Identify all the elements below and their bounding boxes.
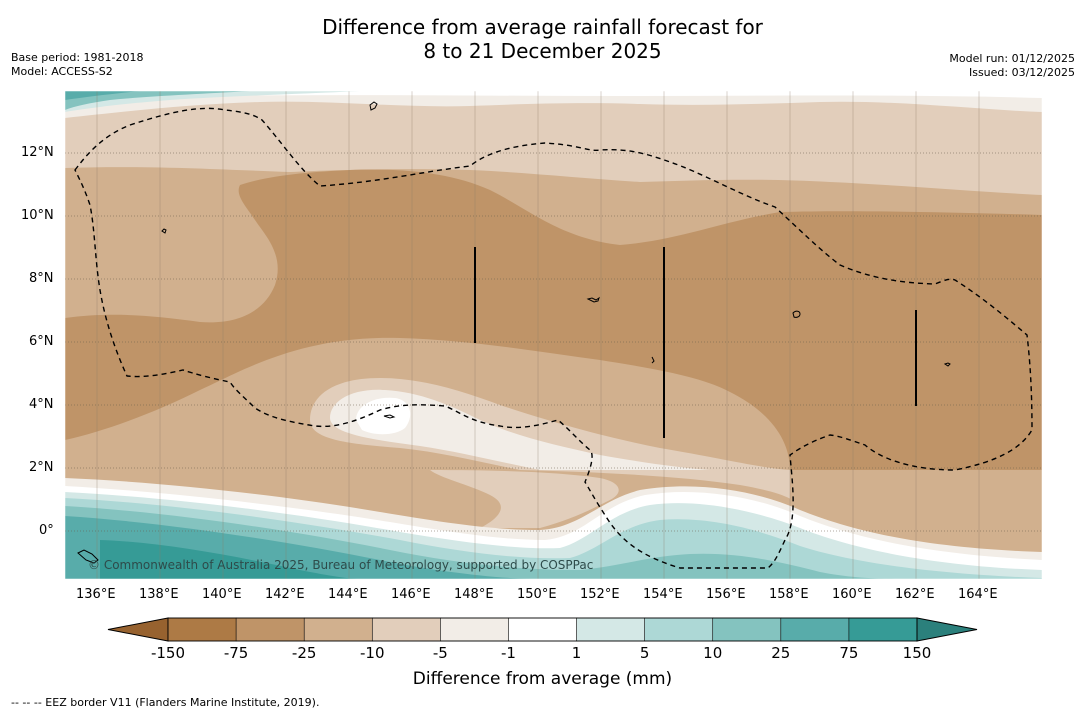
colorbar-swatch: [644, 617, 714, 642]
anomaly-tongue-minus-5: [430, 470, 619, 528]
anomaly-band-minus-1-to-minus-5-north: [65, 91, 1042, 118]
x-tick-label: 154°E: [643, 587, 683, 602]
colorbar-swatch: [440, 617, 510, 642]
x-tick-label: 146°E: [391, 587, 431, 602]
y-tick-label: 12°N: [21, 145, 54, 160]
colorbar-tick-label: 75: [839, 644, 859, 662]
x-tick-label: 148°E: [454, 587, 494, 602]
colorbar-frame: [167, 617, 918, 642]
colorbar-tick-label: -5: [432, 644, 448, 662]
anomaly-band-minus-1-to-minus-5-centre: [330, 389, 710, 470]
chart-title-line2: 8 to 21 December 2025: [423, 39, 662, 63]
map-gridlines: [96, 91, 980, 579]
y-tick-label: 2°N: [29, 460, 54, 475]
colorbar: [107, 617, 978, 642]
rainfall-anomaly-field: [65, 91, 1042, 579]
colorbar-swatch: [508, 617, 578, 642]
x-tick-label: 138°E: [139, 587, 179, 602]
anomaly-band-plus-75-to-plus-150: [100, 540, 360, 579]
colorbar-high-arrow: [916, 617, 978, 642]
colorbar-tick-label: -75: [223, 644, 249, 662]
colorbar-tick-label: -150: [150, 644, 186, 662]
eez-border: [74, 107, 1033, 569]
colorbar-swatches: [167, 617, 918, 642]
colorbar-swatch: [303, 617, 374, 642]
colorbar-tick-label: -1: [500, 644, 516, 662]
y-tick-label: 8°N: [29, 271, 54, 286]
y-tick-label: 0°: [39, 523, 54, 538]
y-tick-label: 4°N: [29, 397, 54, 412]
colorbar-tick-label: 10: [703, 644, 723, 662]
colorbar-swatch: [780, 617, 850, 642]
colorbar-swatch: [712, 617, 782, 642]
colorbar-swatch: [848, 617, 918, 642]
x-tick-label: 144°E: [328, 587, 368, 602]
colorbar-tick-label: 150: [902, 644, 932, 662]
colorbar-swatch: [167, 617, 237, 642]
colorbar-swatch: [371, 617, 442, 642]
x-tick-label: 162°E: [895, 587, 935, 602]
colorbar-tick-label: 1: [571, 644, 582, 662]
base-period: Base period: 1981-2018: [11, 51, 144, 64]
anomaly-band-plus-25-north: [65, 91, 140, 100]
y-tick-label: 10°N: [21, 208, 54, 223]
islands: [77, 101, 951, 564]
x-tick-label: 150°E: [517, 587, 557, 602]
boundary-lines: [474, 247, 917, 438]
colorbar-swatch: [576, 617, 646, 642]
anomaly-band-near-zero-north: [65, 91, 1042, 108]
x-tick-label: 158°E: [769, 587, 809, 602]
colorbar-tick-label: 25: [771, 644, 791, 662]
x-tick-label: 164°E: [958, 587, 998, 602]
model-run-date: Model run: 01/12/2025: [949, 52, 1075, 65]
x-tick-label: 142°E: [265, 587, 305, 602]
copyright-credit: © Commonwealth of Australia 2025, Bureau…: [88, 558, 594, 572]
colorbar-swatch: [235, 617, 305, 642]
colorbar-tick-label: -25: [291, 644, 317, 662]
x-tick-label: 152°E: [580, 587, 620, 602]
model-name: Model: ACCESS-S2: [11, 65, 113, 78]
x-tick-label: 160°E: [832, 587, 872, 602]
colorbar-low-arrow: [107, 617, 169, 642]
map-frame: [64, 90, 1043, 580]
y-tick-label: 6°N: [29, 334, 54, 349]
chart-title-line1: Difference from average rainfall forecas…: [322, 15, 763, 39]
anomaly-band-plus-10-north: [65, 91, 250, 110]
eez-footnote: -- -- -- EEZ border V11 (Flanders Marine…: [11, 696, 320, 709]
colorbar-tick-label: 5: [639, 644, 650, 662]
colorbar-tick-label: -10: [360, 644, 385, 662]
map-latitude-gridlines: [65, 152, 1042, 532]
x-tick-label: 156°E: [706, 587, 746, 602]
issued-date: Issued: 03/12/2025: [968, 66, 1075, 79]
x-tick-label: 140°E: [202, 587, 242, 602]
x-tick-label: 136°E: [76, 587, 116, 602]
colorbar-title: Difference from average (mm): [412, 669, 673, 689]
